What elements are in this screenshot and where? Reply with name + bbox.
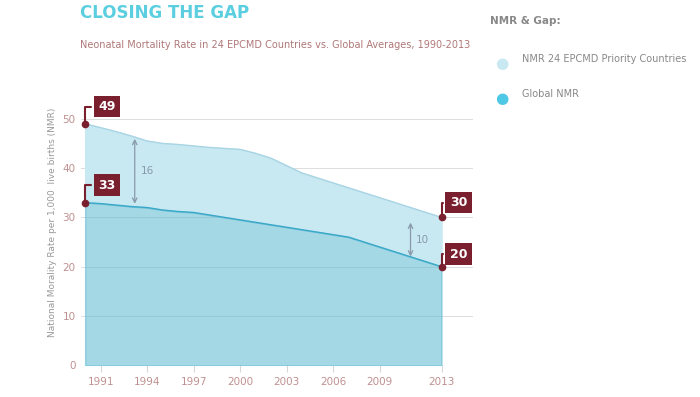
Text: ●: ● — [496, 91, 509, 106]
Text: NMR & Gap:: NMR & Gap: — [490, 16, 561, 26]
Text: Global NMR: Global NMR — [522, 89, 578, 99]
Text: 33: 33 — [85, 179, 116, 200]
Text: 30: 30 — [442, 196, 467, 215]
Text: 10: 10 — [416, 235, 429, 245]
Text: NMR 24 EPCMD Priority Countries: NMR 24 EPCMD Priority Countries — [522, 54, 686, 64]
Text: 49: 49 — [85, 100, 116, 121]
Text: 16: 16 — [141, 166, 154, 175]
Text: ●: ● — [496, 56, 509, 71]
Y-axis label: National Morality Rate per 1,000  live births (NMR): National Morality Rate per 1,000 live bi… — [48, 108, 57, 337]
Text: CLOSING THE GAP: CLOSING THE GAP — [80, 4, 250, 22]
Text: 20: 20 — [442, 248, 468, 264]
Text: Neonatal Mortality Rate in 24 EPCMD Countries vs. Global Averages, 1990-2013: Neonatal Mortality Rate in 24 EPCMD Coun… — [80, 40, 470, 50]
